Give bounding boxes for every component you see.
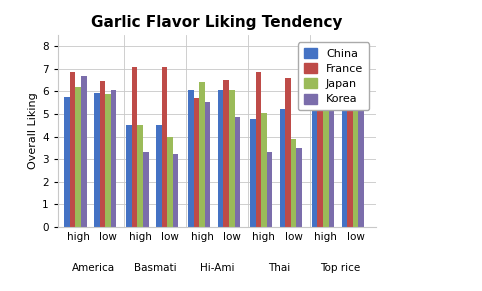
- Title: Garlic Flavor Liking Tendency: Garlic Flavor Liking Tendency: [91, 15, 343, 30]
- Bar: [76, 87, 81, 227]
- Bar: [188, 90, 194, 227]
- Bar: [205, 102, 211, 227]
- Bar: [218, 90, 223, 227]
- Bar: [229, 90, 235, 227]
- Bar: [137, 125, 143, 227]
- Bar: [105, 94, 111, 227]
- Bar: [329, 76, 334, 227]
- Bar: [318, 80, 323, 227]
- Bar: [126, 125, 132, 227]
- Bar: [199, 82, 205, 227]
- Bar: [255, 72, 261, 227]
- Bar: [81, 76, 87, 227]
- Bar: [223, 80, 229, 227]
- Bar: [296, 148, 302, 227]
- Text: Top rice: Top rice: [321, 263, 361, 273]
- Text: Basmati: Basmati: [134, 263, 176, 273]
- Bar: [132, 67, 137, 227]
- Bar: [167, 136, 173, 227]
- Bar: [353, 91, 358, 227]
- Bar: [156, 125, 161, 227]
- Bar: [342, 96, 347, 227]
- Bar: [64, 97, 70, 227]
- Bar: [161, 67, 167, 227]
- Bar: [323, 84, 329, 227]
- Bar: [143, 152, 148, 227]
- Bar: [100, 81, 105, 227]
- Bar: [291, 139, 296, 227]
- Bar: [285, 78, 291, 227]
- Bar: [267, 152, 272, 227]
- Bar: [173, 154, 178, 227]
- Bar: [94, 93, 100, 227]
- Text: Hi-Ami: Hi-Ami: [200, 263, 234, 273]
- Bar: [235, 117, 240, 227]
- Text: Thai: Thai: [268, 263, 290, 273]
- Text: America: America: [71, 263, 115, 273]
- Legend: China, France, Japan, Korea: China, France, Japan, Korea: [298, 42, 369, 110]
- Bar: [194, 98, 199, 227]
- Y-axis label: Overall Liking: Overall Liking: [28, 93, 38, 169]
- Bar: [347, 74, 353, 227]
- Bar: [312, 102, 318, 227]
- Bar: [70, 72, 76, 227]
- Bar: [250, 118, 255, 227]
- Bar: [280, 109, 285, 227]
- Bar: [358, 84, 364, 227]
- Bar: [261, 113, 267, 227]
- Bar: [111, 90, 116, 227]
